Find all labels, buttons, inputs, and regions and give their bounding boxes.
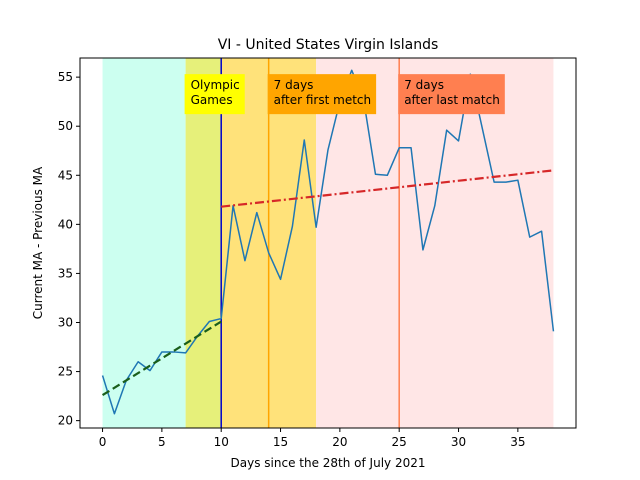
series-line-2 — [221, 169, 554, 208]
y-tick-label: 45 — [58, 168, 73, 182]
x-tick-label: 5 — [158, 435, 166, 449]
annotation-0-box — [184, 74, 245, 115]
band-3 — [316, 58, 554, 428]
band-0 — [102, 58, 186, 428]
annotation-1-line-1: after first metch — [274, 93, 371, 107]
x-tick-label: 0 — [99, 435, 107, 449]
y-tick-label: 20 — [58, 414, 73, 428]
x-tick-label: 15 — [273, 435, 288, 449]
band-1 — [185, 58, 222, 428]
chart-title: VI - United States Virgin Islands — [218, 37, 439, 53]
y-tick-label: 55 — [58, 70, 73, 84]
annotation-2-line-1: after last match — [404, 93, 500, 107]
y-axis-label: Current MA - Previous MA — [31, 166, 45, 319]
y-axis-ticks: 20 25 30 35 40 45 50 55 — [58, 70, 80, 428]
y-tick-label: 50 — [58, 119, 73, 133]
x-tick-label: 25 — [392, 435, 407, 449]
x-axis-ticks: 0 5 10 15 20 25 30 35 — [99, 428, 525, 449]
x-tick-label: 10 — [214, 435, 229, 449]
x-tick-label: 35 — [510, 435, 525, 449]
annotation-1-line-0: 7 days — [274, 78, 314, 92]
y-tick-label: 40 — [58, 217, 73, 231]
background-bands — [102, 58, 554, 428]
event-lines — [220, 58, 400, 428]
annotation-2-box — [398, 74, 505, 115]
y-tick-label: 25 — [58, 365, 73, 379]
x-tick-label: 30 — [451, 435, 466, 449]
annotation-1-box — [267, 74, 377, 115]
y-tick-label: 35 — [58, 266, 73, 280]
x-axis-label: Days since the 28th of July 2021 — [231, 456, 426, 470]
annotation-0-line-1: Games — [191, 93, 233, 107]
x-tick-label: 20 — [332, 435, 347, 449]
plot-frame — [79, 57, 577, 429]
annotation-0-line-0: Olympic — [191, 78, 240, 92]
y-tick-label: 30 — [58, 315, 73, 329]
annotation-2-line-0: 7 days — [404, 78, 444, 92]
